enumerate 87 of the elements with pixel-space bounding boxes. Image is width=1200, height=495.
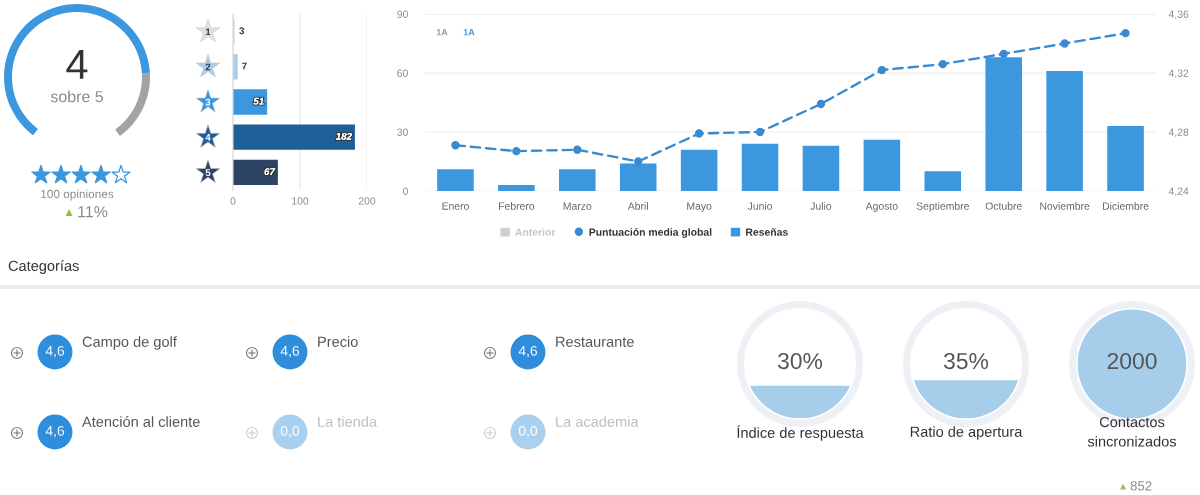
bar bbox=[1107, 126, 1144, 191]
data-label: 2000 bbox=[1107, 352, 1157, 370]
text: 100 opiniones bbox=[41, 189, 114, 201]
bar bbox=[559, 169, 596, 191]
point bbox=[1060, 39, 1069, 48]
point bbox=[573, 145, 582, 154]
y-tick-label: 60 bbox=[397, 69, 408, 77]
x-tick-label: Noviembre bbox=[1040, 202, 1090, 210]
text: sobre 5 bbox=[50, 90, 103, 103]
bar bbox=[985, 57, 1022, 191]
data-label: 182 bbox=[335, 132, 352, 140]
point bbox=[999, 49, 1008, 58]
text: ▲852 bbox=[1120, 481, 1152, 491]
bar bbox=[1046, 71, 1083, 191]
data-label: 4,6 bbox=[45, 345, 65, 358]
point bbox=[451, 141, 460, 150]
annotation: 1A bbox=[463, 29, 475, 36]
category-label: Atención al cliente bbox=[82, 416, 200, 427]
annotation: 1A bbox=[436, 29, 448, 36]
category-label: Contactos sincronizados bbox=[1087, 416, 1177, 447]
category-label: La tienda bbox=[318, 416, 378, 427]
y-tick-label: 3 bbox=[205, 98, 211, 106]
data-label: 4,6 bbox=[45, 425, 65, 438]
data-label: 4,6 bbox=[518, 345, 538, 358]
bar bbox=[680, 149, 718, 191]
x-tick-label: Marzo bbox=[563, 202, 592, 210]
point bbox=[512, 147, 521, 156]
y-tick-label: 2 bbox=[205, 63, 211, 71]
y-tick-label: 90 bbox=[397, 10, 408, 18]
x-tick-label: Enero bbox=[442, 202, 469, 210]
data-label: 0,0 bbox=[280, 425, 300, 438]
data-label: 7 bbox=[242, 62, 247, 70]
legend-label: Anterior bbox=[515, 228, 556, 236]
bar bbox=[802, 145, 840, 191]
y2-tick-label: 4,36 bbox=[1168, 10, 1189, 20]
point bbox=[755, 127, 765, 137]
data-label: 3 bbox=[239, 27, 245, 35]
x-tick-label: Diciembre bbox=[1102, 202, 1149, 210]
bar bbox=[437, 169, 474, 191]
bar bbox=[863, 139, 901, 191]
bar bbox=[233, 124, 355, 150]
y-tick-label: 4 bbox=[205, 134, 211, 141]
data-label: 67 bbox=[264, 168, 276, 176]
category-label: Índice de respuesta bbox=[737, 425, 864, 441]
data-label: 4,6 bbox=[280, 345, 300, 358]
y-tick-label: 30 bbox=[397, 128, 408, 136]
y-tick-label: 0 bbox=[402, 187, 408, 195]
x-tick-label: Febrero bbox=[498, 202, 535, 210]
data-label: 30% bbox=[777, 352, 823, 370]
data-label: 0,0 bbox=[518, 425, 538, 438]
category-label: Restaurante bbox=[556, 336, 634, 347]
category-label: Ratio de apertura bbox=[910, 426, 1023, 440]
text: ▲11% bbox=[65, 206, 108, 218]
text: Categorías bbox=[8, 260, 79, 274]
x-tick-label: Mayo bbox=[687, 202, 712, 212]
x-tick-label: 0 bbox=[230, 197, 236, 205]
point bbox=[938, 59, 947, 69]
category-label: Campo de golf bbox=[82, 336, 177, 350]
legend-label: Puntuación media global bbox=[589, 228, 712, 238]
bar bbox=[741, 143, 779, 191]
text: 4 bbox=[66, 50, 88, 79]
y2-tick-label: 4,24 bbox=[1168, 187, 1189, 197]
legend-label: Reseñas bbox=[746, 228, 788, 236]
point bbox=[694, 129, 704, 138]
x-tick-label: Octubre bbox=[985, 202, 1022, 210]
y-tick-label: 5 bbox=[205, 169, 211, 177]
y2-tick-label: 4,28 bbox=[1168, 128, 1189, 138]
y-tick-label: 1 bbox=[205, 28, 211, 36]
category-label: Precio bbox=[318, 336, 358, 347]
category-label: La academia bbox=[556, 416, 639, 427]
point bbox=[634, 157, 643, 166]
bar bbox=[498, 185, 535, 191]
point bbox=[1121, 29, 1130, 38]
x-tick-label: 200 bbox=[358, 197, 376, 205]
point bbox=[877, 65, 887, 75]
bar bbox=[924, 171, 962, 191]
y2-tick-label: 4,32 bbox=[1168, 69, 1189, 79]
x-tick-label: Abril bbox=[627, 202, 648, 210]
x-tick-label: Septiembre bbox=[916, 202, 969, 212]
data-label: 51 bbox=[253, 97, 264, 105]
x-tick-label: 100 bbox=[292, 197, 309, 205]
bar bbox=[619, 163, 657, 191]
x-tick-label: Junio bbox=[747, 202, 773, 210]
point bbox=[816, 99, 826, 109]
x-tick-label: Agosto bbox=[865, 202, 898, 212]
data-label: 35% bbox=[943, 352, 989, 370]
x-tick-label: Julio bbox=[810, 202, 832, 210]
